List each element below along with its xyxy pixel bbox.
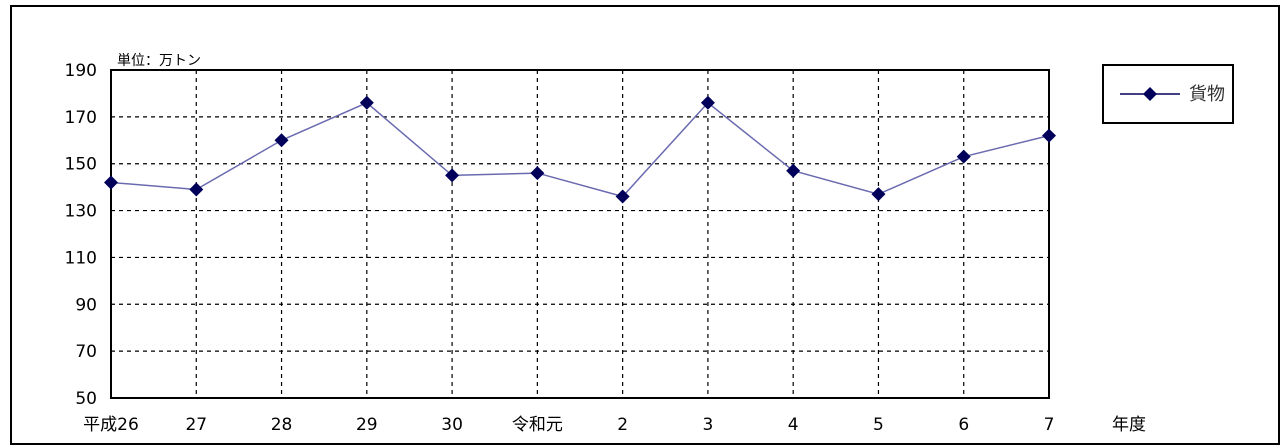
y-tick-label: 110: [65, 248, 97, 268]
line-chart: 50 70 90 110 130 150 170 190 平成26 27 28 29 30 令和元 2 3 4…: [65, 53, 1234, 435]
legend-marker: [1143, 87, 1157, 101]
y-tick-label: 170: [65, 108, 97, 128]
y-tick-label: 130: [65, 202, 97, 222]
y-tick-label: 150: [65, 155, 97, 175]
data-point: [615, 189, 630, 204]
series-line: [110, 101, 1050, 198]
data-point: [274, 133, 289, 148]
data-point: [700, 95, 715, 110]
x-tick-label: 7: [1044, 415, 1055, 435]
data-point: [189, 182, 204, 197]
data-point: [445, 168, 460, 183]
data-point: [956, 149, 971, 164]
data-point: [104, 175, 118, 190]
grid-lines: [111, 70, 1049, 398]
data-point: [1042, 128, 1056, 143]
y-tick-label: 50: [75, 389, 97, 409]
x-tick-label: 6: [958, 415, 969, 435]
y-tick-label: 90: [75, 295, 97, 315]
legend-label: 貨物: [1189, 84, 1225, 105]
legend: 貨物: [1102, 64, 1234, 124]
x-tick-label: 29: [356, 415, 378, 435]
x-tick-label: 30: [441, 415, 463, 435]
x-axis-ticks: 平成26 27 28 29 30 令和元 2 3 4 5 6 7: [83, 415, 1054, 435]
chart-frame: [10, 5, 1280, 445]
y-tick-label: 190: [65, 61, 97, 81]
x-axis-title: 年度: [1112, 415, 1146, 435]
series-layer: [104, 95, 1056, 204]
x-tick-label: 4: [788, 415, 799, 435]
x-tick-label: 2: [617, 415, 628, 435]
x-tick-label: 平成26: [83, 415, 139, 435]
x-tick-label: 28: [271, 415, 293, 435]
x-tick-label: 3: [702, 415, 713, 435]
x-tick-label: 27: [185, 415, 207, 435]
x-tick-label: 5: [873, 415, 884, 435]
data-point: [359, 95, 374, 110]
y-tick-label: 70: [75, 342, 97, 362]
data-point: [786, 163, 801, 178]
data-point: [871, 187, 886, 202]
x-tick-label: 令和元: [512, 415, 563, 435]
y-axis-ticks: 50 70 90 110 130 150 170 190: [65, 61, 97, 409]
unit-label: 単位：万トン: [117, 53, 201, 69]
plot-area: [110, 69, 1050, 399]
data-point: [530, 166, 545, 181]
